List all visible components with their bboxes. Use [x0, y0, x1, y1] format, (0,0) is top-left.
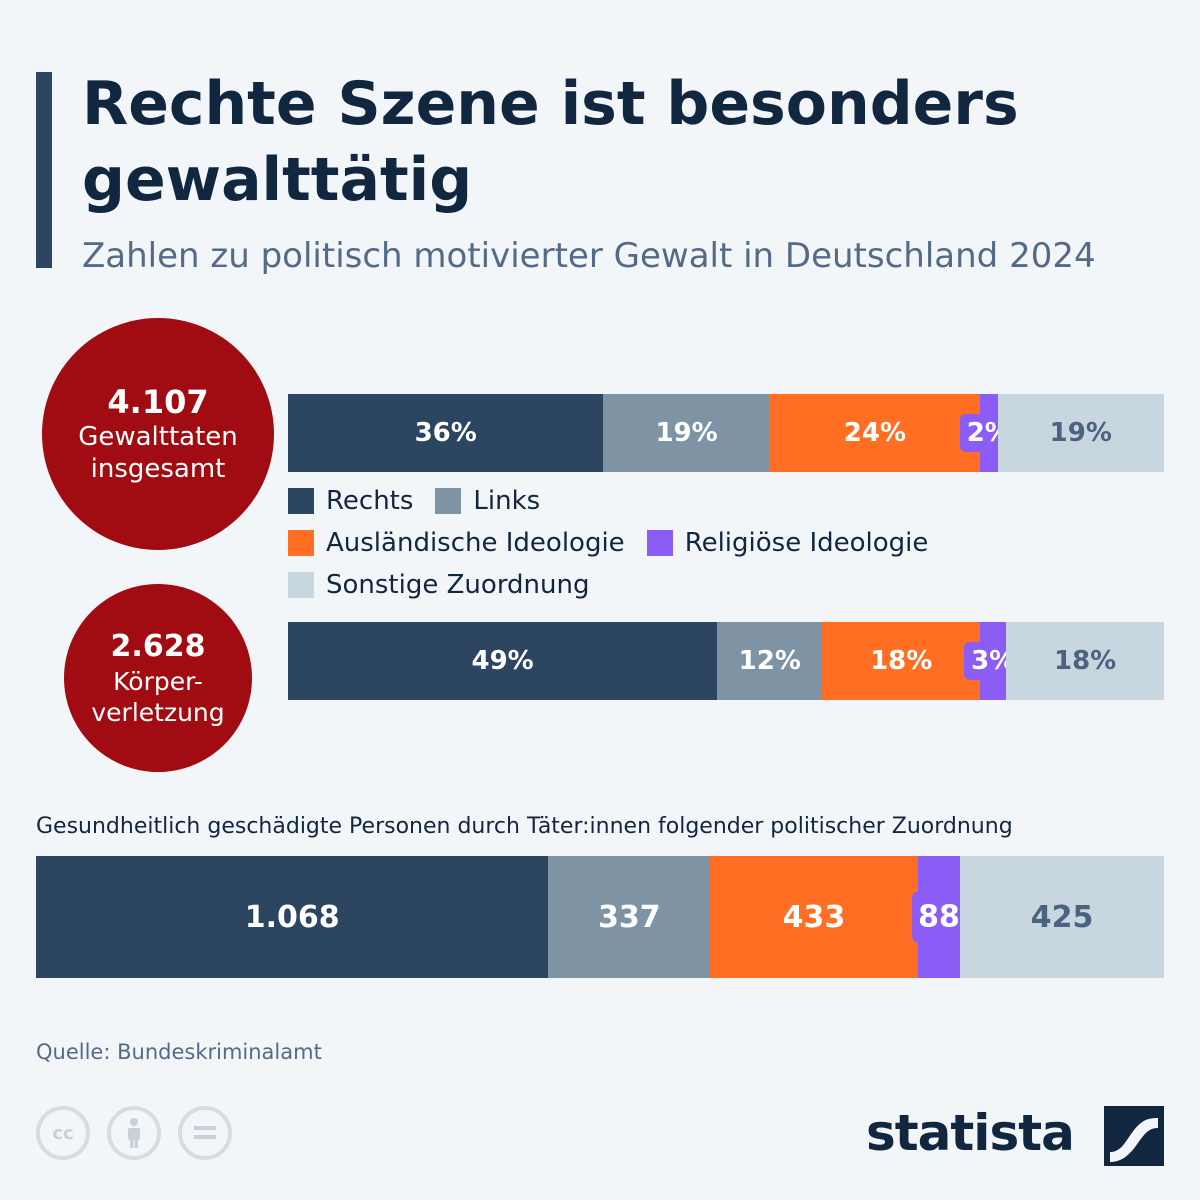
- legend-label-religioes: Religiöse Ideologie: [684, 528, 929, 558]
- legend-label-sonstige: Sonstige Zuordnung: [326, 570, 590, 600]
- bar-value-label-rechts: 1.068: [244, 899, 340, 935]
- bar-value-label-rechts: 49%: [471, 646, 534, 676]
- bar-value-label-auslaendisch: 433: [782, 899, 846, 935]
- statista-wordmark[interactable]: statista: [866, 1104, 1075, 1162]
- legend-label-auslaendisch: Ausländische Ideologie: [326, 528, 625, 558]
- legend-label-links: Links: [473, 486, 541, 516]
- bar-segment-religioes: 88: [912, 856, 966, 978]
- stat-koerper-label: Körper- verletzung: [91, 667, 225, 727]
- stat-koerper-value: 2.628: [110, 629, 206, 664]
- stat-circle-koerper: 2.628 Körper- verletzung: [64, 584, 252, 772]
- legend-swatch-religioes: [646, 530, 673, 556]
- bar-segment-sonstige: 19%: [997, 394, 1164, 472]
- bar-value-label-sonstige: 19%: [1049, 418, 1112, 448]
- bar-value-label-links: 19%: [655, 418, 718, 448]
- bar-value-label-auslaendisch: 18%: [870, 646, 933, 676]
- stat-total-label: Gewalttaten insgesamt: [78, 422, 238, 484]
- bar-segment-rechts: 36%: [288, 394, 604, 472]
- bar-segment-auslaendisch: 433: [710, 856, 918, 978]
- title-accent-bar: [36, 72, 52, 268]
- chart-legend: Rechts Links Ausländische Ideologie Reli…: [288, 480, 1188, 606]
- bar-segment-links: 19%: [603, 394, 770, 472]
- legend-swatch-auslaendisch: [288, 530, 314, 556]
- bar-segment-sonstige: 425: [960, 856, 1164, 978]
- cc-icon[interactable]: cc: [36, 1106, 90, 1160]
- license-icons: cc: [36, 1106, 249, 1160]
- section-label: Gesundheitlich geschädigte Personen durc…: [36, 814, 1013, 839]
- bar-segment-sonstige: 18%: [1006, 622, 1164, 700]
- by-person-icon[interactable]: [107, 1106, 161, 1160]
- bar-value-label-links: 12%: [738, 646, 801, 676]
- bar-segment-auslaendisch: 24%: [769, 394, 981, 472]
- page-subtitle: Zahlen zu politisch motivierter Gewalt i…: [82, 236, 1096, 276]
- bar-value-label-religioes: 88: [912, 891, 966, 943]
- bar-segment-religioes: 2%: [959, 394, 1018, 472]
- legend-item-rechts: Rechts: [288, 486, 413, 516]
- bar-segment-rechts: 1.068: [36, 856, 549, 978]
- legend-item-religioes: Religiöse Ideologie: [646, 528, 929, 558]
- bar-value-label-sonstige: 18%: [1054, 646, 1117, 676]
- bar-value-label-sonstige: 425: [1030, 899, 1094, 935]
- source-note: Quelle: Bundeskriminalamt: [36, 1040, 322, 1064]
- stacked-bar-geschaedigte-personen: 1.068 337 433 88 425: [36, 856, 1164, 978]
- legend-item-auslaendisch: Ausländische Ideologie: [288, 528, 625, 558]
- bar-segment-religioes: 3%: [964, 622, 1023, 700]
- legend-item-sonstige: Sonstige Zuordnung: [288, 570, 590, 600]
- legend-swatch-sonstige: [288, 572, 314, 598]
- bar-segment-links: 337: [548, 856, 711, 978]
- bar-segment-auslaendisch: 18%: [822, 622, 981, 700]
- statista-logo-icon[interactable]: [1104, 1106, 1164, 1170]
- bar-segment-links: 12%: [717, 622, 823, 700]
- stacked-bar-gewalttaten: 36% 19% 24% 2% 19%: [288, 394, 1164, 472]
- bar-value-label-auslaendisch: 24%: [843, 418, 907, 448]
- legend-label-rechts: Rechts: [326, 486, 414, 516]
- legend-swatch-links: [435, 488, 462, 514]
- nd-equals-icon[interactable]: [178, 1106, 232, 1160]
- page-title: Rechte Szene ist besonders gewalttätig: [82, 69, 1019, 215]
- bar-value-label-links: 337: [597, 899, 661, 935]
- bar-value-label-rechts: 36%: [414, 418, 477, 448]
- stat-circle-total: 4.107 Gewalttaten insgesamt: [42, 318, 274, 550]
- legend-swatch-rechts: [288, 488, 314, 514]
- legend-item-links: Links: [435, 486, 540, 516]
- stacked-bar-koerperverletzung: 49% 12% 18% 3% 18%: [288, 622, 1164, 700]
- stat-total-value: 4.107: [107, 383, 209, 421]
- bar-segment-rechts: 49%: [288, 622, 718, 700]
